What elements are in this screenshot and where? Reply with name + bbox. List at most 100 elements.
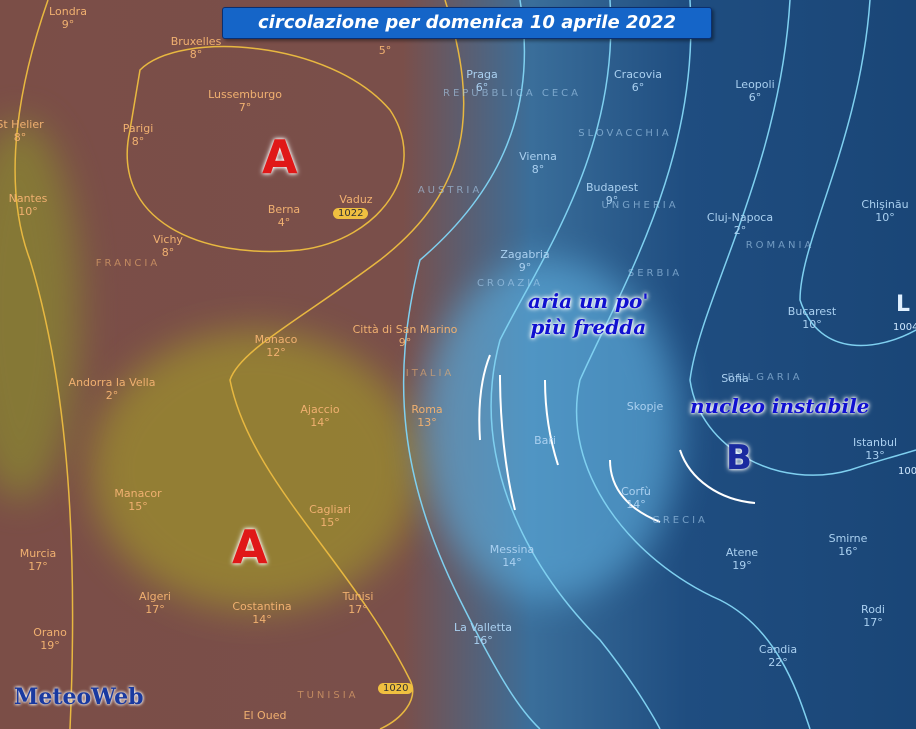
isobar-label: 1004 [893,322,916,333]
city-name: Cluj-Napoca [706,211,774,224]
city: St Helier 8° [0,118,44,144]
isobar [799,0,916,347]
city-temp: 17° [348,603,368,616]
city-temp: 13° [865,449,885,462]
city: Vichy 8° [153,233,183,259]
city-name: Nantes [8,192,48,205]
arrow [609,459,661,523]
city-temp: 13° [417,416,437,429]
city-name: Berna [267,203,301,216]
city: La Valletta 16° [454,621,512,647]
city: Berna 4° [268,203,300,229]
city-temp: 19° [40,639,60,652]
city-temp: 9° [605,194,619,207]
city: Bari [534,434,556,447]
city-name: Murcia [19,547,57,560]
city-name: Budapest [585,181,639,194]
city-name: Cracovia [613,68,663,81]
city-name: Andorra la Vella [68,376,156,389]
city: Chişinău 10° [861,198,908,224]
city-name: Candia [758,643,798,656]
city: Bucarest 10° [788,305,836,331]
isobar [14,0,74,729]
city-name: Lussemburgo [208,88,282,101]
city-name: Parigi [122,122,154,135]
isobar [689,0,916,476]
country-label: AUSTRIA [417,185,483,196]
city: Roma 13° [411,403,442,429]
title: circolazione per domenica 10 aprile 2022 [257,12,677,33]
city-temp: 9° [518,261,532,274]
city-temp: 16° [473,634,493,647]
city-name: Città di San Marino [352,323,458,336]
annotation-line: nucleo instabile [690,394,870,418]
city-temp: 17° [863,616,883,629]
city: Costantina 14° [232,600,291,626]
city: 5° [379,44,392,57]
city-name: Leopoli [735,78,775,91]
city: Istanbul 13° [853,436,897,462]
city: Praga 6° [466,68,497,94]
city-temp: 8° [131,135,145,148]
city: Manacor 15° [114,487,161,513]
country-label: TUNISIA [297,690,359,701]
city-name: Manacor [114,487,162,500]
city-temp: 8° [189,48,203,61]
title-box: circolazione per domenica 10 aprile 2022 [222,7,712,39]
city-temp: 4° [277,216,291,229]
city: Londra 9° [49,5,87,31]
annotation-line: aria un po' [528,289,649,313]
city-temp: 16° [838,545,858,558]
city: Candia 22° [759,643,797,669]
city-name: Corfù [621,485,651,498]
city-temp: 8° [531,163,545,176]
city-name: Atene [725,546,759,559]
isobar-label: 100 [898,466,916,477]
city-temp: 15° [128,500,148,513]
city-temp: 6° [475,81,489,94]
city-name: Cagliari [309,503,351,516]
city-name: Rodi [861,603,885,616]
city-name: Messina [489,543,535,556]
city: Zagabria 9° [500,248,549,274]
city-name: Istanbul [852,436,898,449]
pressure-center: B [726,438,752,478]
arrow [478,354,491,441]
city: Sofia [721,372,748,385]
city: Nantes 10° [9,192,48,218]
isobar-label: 1022 [333,208,369,219]
city: Orano 19° [33,626,67,652]
city: Atene 19° [726,546,758,572]
country-label: GRECIA [652,515,708,526]
city-name: Tunisi [342,590,374,603]
city-name: Londra [49,5,87,18]
city: Corfù 14° [621,485,651,511]
city-temp: 14° [626,498,646,511]
city-name: Vienna [519,150,557,163]
city: Bruxelles 8° [171,35,222,61]
city-temp: 6° [748,91,762,104]
city: Vaduz [339,193,372,206]
city: Rodi 17° [861,603,885,629]
city-temp: 14° [252,613,272,626]
arrow [499,374,516,511]
city-temp: 10° [18,205,38,218]
city: Vienna 8° [519,150,557,176]
city-name: Vaduz [339,193,373,206]
city-name: La Valletta [453,621,513,634]
country-label: BULGARIA [727,372,803,383]
city: Messina 14° [490,543,535,569]
isobar [490,0,661,729]
city-temp: 5° [378,44,392,57]
city: Tunisi 17° [343,590,374,616]
city: Budapest 9° [586,181,638,207]
country-label: SERBIA [627,268,683,279]
city: Skopje [627,400,664,413]
city-name: Costantina [232,600,292,613]
city: Monaco 12° [255,333,298,359]
city-name: Sofia [721,372,749,385]
city-name: Algeri [139,590,171,603]
city-temp: 8° [161,246,175,259]
